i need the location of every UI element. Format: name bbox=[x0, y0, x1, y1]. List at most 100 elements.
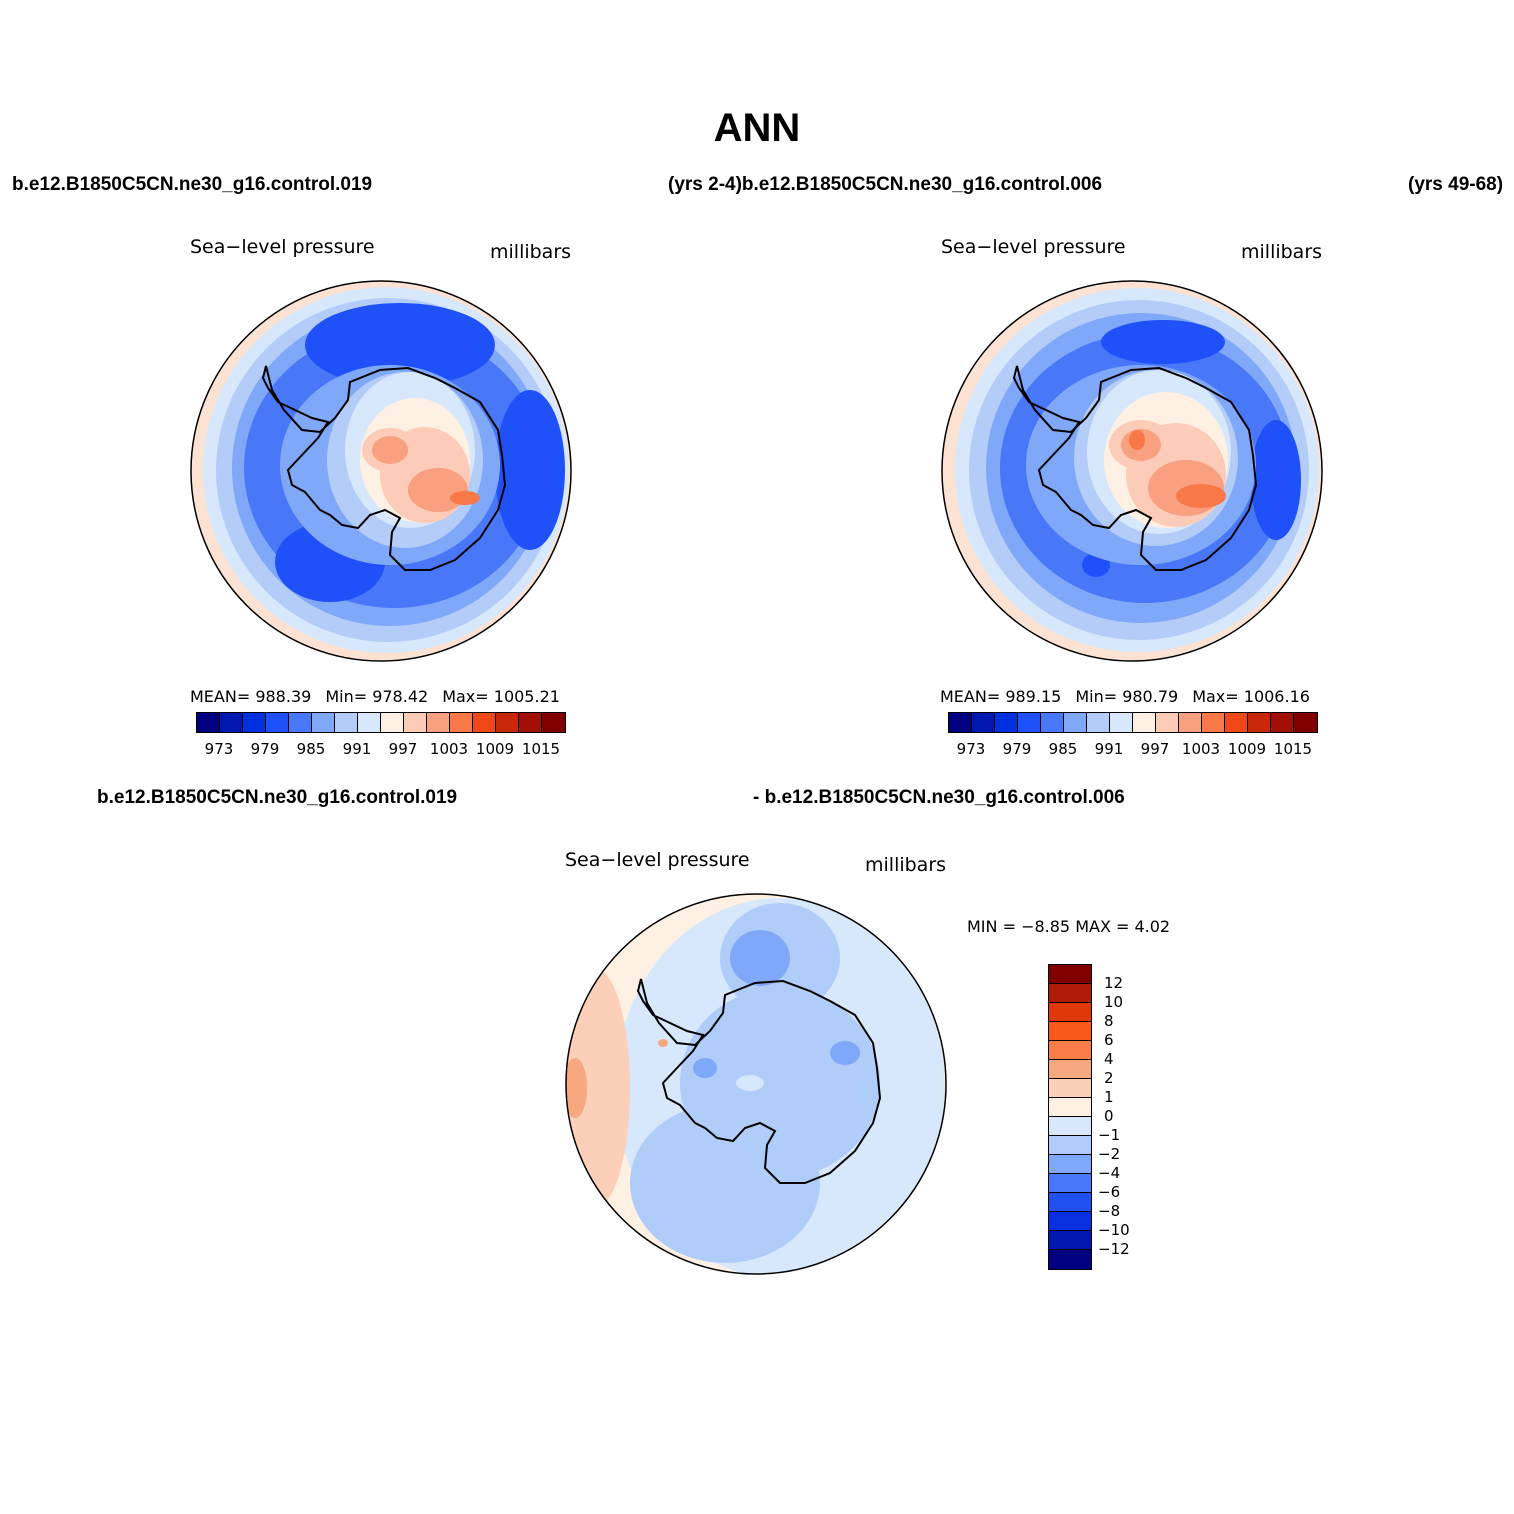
panel2-colorbar-cell bbox=[1087, 713, 1110, 732]
diff-colorbar-tick-label: 4 bbox=[1104, 1050, 1114, 1068]
diff-colorbar-cell bbox=[1049, 1155, 1091, 1174]
panel2-colorbar-tick-label: 1009 bbox=[1227, 740, 1267, 758]
panel1-mean: MEAN= 988.39 bbox=[190, 687, 312, 706]
diff-colorbar bbox=[1048, 964, 1092, 1270]
panel2-colorbar-cell bbox=[1225, 713, 1248, 732]
diff-colorbar-cell bbox=[1049, 1212, 1091, 1231]
diff-colorbar-cell bbox=[1049, 1136, 1091, 1155]
panel1-max: Max= 1005.21 bbox=[442, 687, 560, 706]
panel3-units-label: millibars bbox=[865, 854, 947, 876]
panel1-colorbar-cell bbox=[450, 713, 473, 732]
panel1-antarctica-coastline bbox=[261, 365, 507, 571]
panel1-colorbar-cell bbox=[358, 713, 381, 732]
diff-colorbar-cell bbox=[1049, 1098, 1091, 1117]
panel2-min: Min= 980.79 bbox=[1075, 687, 1179, 706]
diff-colorbar-cell bbox=[1049, 1079, 1091, 1098]
panel2-colorbar-cell bbox=[1041, 713, 1064, 732]
panel2-colorbar-cell bbox=[1271, 713, 1294, 732]
diff-colorbar-cell bbox=[1049, 1250, 1091, 1269]
top-left-case-label: b.e12.B1850C5CN.ne30_g16.control.019 bbox=[12, 174, 373, 195]
diff-colorbar-cell bbox=[1049, 1003, 1091, 1022]
panel2-colorbar-tick-label: 991 bbox=[1094, 740, 1124, 758]
diff-colorbar-cell bbox=[1049, 1117, 1091, 1136]
panel2-colorbar-cell bbox=[1294, 713, 1317, 732]
panel2-colorbar-cell bbox=[949, 713, 972, 732]
panel1-colorbar-cell bbox=[427, 713, 450, 732]
top-middle-case-label: (yrs 2-4)b.e12.B1850C5CN.ne30_g16.contro… bbox=[668, 174, 1103, 195]
panel1-colorbar-cell bbox=[496, 713, 519, 732]
panel1-colorbar-cell bbox=[404, 713, 427, 732]
panel2-mean: MEAN= 989.15 bbox=[940, 687, 1062, 706]
panel1-colorbar-cell bbox=[197, 713, 220, 732]
diff-colorbar-cell bbox=[1049, 1022, 1091, 1041]
diff-colorbar-tick-label: −6 bbox=[1098, 1183, 1121, 1201]
panel2-max: Max= 1006.16 bbox=[1192, 687, 1310, 706]
panel1-colorbar-tick-label: 997 bbox=[388, 740, 418, 758]
diff-colorbar-tick-label: 1 bbox=[1104, 1088, 1114, 1106]
panel2-colorbar-tick-label: 985 bbox=[1048, 740, 1078, 758]
panel2-colorbar-cell bbox=[1156, 713, 1179, 732]
panel2-colorbar-tick-label: 1015 bbox=[1273, 740, 1313, 758]
diff-colorbar-tick-label: 10 bbox=[1104, 993, 1124, 1011]
panel1-colorbar bbox=[196, 712, 566, 733]
panel1-colorbar-cell bbox=[335, 713, 358, 732]
figure-title: ANN bbox=[713, 106, 801, 150]
diff-colorbar-tick-label: 6 bbox=[1104, 1031, 1114, 1049]
panel1-colorbar-cell bbox=[542, 713, 565, 732]
panel1-colorbar-cell bbox=[289, 713, 312, 732]
panel1-colorbar-cell bbox=[220, 713, 243, 732]
panel2-colorbar-cell bbox=[972, 713, 995, 732]
diff-colorbar-tick-label: 2 bbox=[1104, 1069, 1114, 1087]
panel3-variable-label: Sea−level pressure bbox=[565, 849, 750, 871]
panel2-colorbar-cell bbox=[995, 713, 1018, 732]
panel3-minmax: MIN = −8.85 MAX = 4.02 bbox=[967, 917, 1171, 936]
panel2-colorbar-tick-label: 973 bbox=[956, 740, 986, 758]
bottom-left-case-label: b.e12.B1850C5CN.ne30_g16.control.019 bbox=[97, 787, 458, 808]
panel2-colorbar-cell bbox=[1248, 713, 1271, 732]
panel1-variable-label: Sea−level pressure bbox=[190, 236, 375, 258]
diff-colorbar-cell bbox=[1049, 1193, 1091, 1212]
panel1-colorbar-cell bbox=[312, 713, 335, 732]
diff-colorbar-tick-label: 12 bbox=[1104, 974, 1124, 992]
panel1-colorbar-cell bbox=[243, 713, 266, 732]
panel1-stats: MEAN= 988.39 Min= 978.42 Max= 1005.21 bbox=[190, 687, 574, 706]
panel1-colorbar-tick-label: 985 bbox=[296, 740, 326, 758]
diff-colorbar-cell bbox=[1049, 965, 1091, 984]
diff-colorbar-cell bbox=[1049, 1174, 1091, 1193]
panel1-colorbar-tick-label: 991 bbox=[342, 740, 372, 758]
panel1-colorbar-cell bbox=[266, 713, 289, 732]
bottom-middle-case-label: - b.e12.B1850C5CN.ne30_g16.control.006 bbox=[753, 787, 1125, 808]
panel3-antarctica-coastline bbox=[636, 978, 882, 1184]
panel2-colorbar-cell bbox=[1179, 713, 1202, 732]
diff-colorbar-tick-label: −2 bbox=[1098, 1145, 1121, 1163]
panel3-polar-map bbox=[565, 893, 947, 1275]
panel1-colorbar-cell bbox=[473, 713, 496, 732]
panel1-units-label: millibars bbox=[490, 241, 572, 263]
panel2-antarctica-coastline bbox=[1012, 365, 1258, 571]
panel1-colorbar-tick-label: 1009 bbox=[475, 740, 515, 758]
diff-colorbar-tick-label: 8 bbox=[1104, 1012, 1114, 1030]
panel2-colorbar-tick-label: 997 bbox=[1140, 740, 1170, 758]
panel2-stats: MEAN= 989.15 Min= 980.79 Max= 1006.16 bbox=[940, 687, 1324, 706]
diff-colorbar-cell bbox=[1049, 1231, 1091, 1250]
diff-colorbar-tick-label: −4 bbox=[1098, 1164, 1121, 1182]
panel2-colorbar bbox=[948, 712, 1318, 733]
panel1-colorbar-tick-label: 1015 bbox=[521, 740, 561, 758]
diff-colorbar-tick-label: −10 bbox=[1098, 1221, 1130, 1239]
top-right-case-label: (yrs 49-68) bbox=[1408, 174, 1504, 195]
panel1-colorbar-cell bbox=[519, 713, 542, 732]
panel1-colorbar-cell bbox=[381, 713, 404, 732]
panel1-colorbar-tick-label: 979 bbox=[250, 740, 280, 758]
diff-colorbar-tick-label: −1 bbox=[1098, 1126, 1121, 1144]
panel2-colorbar-cell bbox=[1064, 713, 1087, 732]
panel1-polar-map bbox=[190, 280, 572, 662]
panel2-colorbar-tick-label: 1003 bbox=[1181, 740, 1221, 758]
panel2-colorbar-cell bbox=[1202, 713, 1225, 732]
panel1-colorbar-tick-label: 973 bbox=[204, 740, 234, 758]
panel2-colorbar-cell bbox=[1110, 713, 1133, 732]
panel2-colorbar-cell bbox=[1018, 713, 1041, 732]
panel2-units-label: millibars bbox=[1241, 241, 1323, 263]
panel2-colorbar-cell bbox=[1133, 713, 1156, 732]
diff-colorbar-tick-label: −8 bbox=[1098, 1202, 1121, 1220]
panel2-variable-label: Sea−level pressure bbox=[941, 236, 1126, 258]
